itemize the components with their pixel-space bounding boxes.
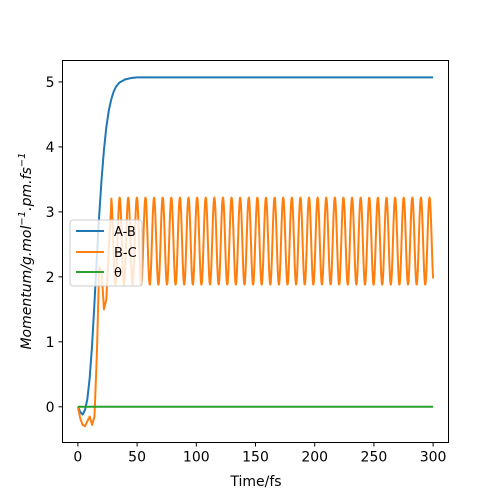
x-tick-label: 300 — [420, 450, 447, 466]
x-tick-label: 0 — [73, 450, 82, 466]
legend-label-b-c: B-C — [114, 246, 137, 261]
y-axis-label: Momentum/g.mol−1.pm.fs−1 — [17, 152, 35, 349]
x-tick-label: 100 — [183, 450, 210, 466]
legend: A-B B-C θ — [69, 219, 143, 287]
x-tick-label: 250 — [361, 450, 388, 466]
y-axis-ticks: 0 1 2 3 4 5 — [46, 75, 63, 416]
y-axis-label-exp2: −1 — [17, 152, 28, 167]
legend-label-a-b: A-B — [114, 225, 136, 240]
series-layer — [76, 76, 435, 428]
legend-box — [69, 219, 143, 287]
y-tick-label: 5 — [46, 75, 55, 91]
y-tick-label: 3 — [46, 205, 55, 221]
x-tick-label: 200 — [301, 450, 328, 466]
x-tick-label: 50 — [128, 450, 146, 466]
x-axis-label: Time/fs — [229, 474, 281, 490]
y-axis-label-mid: .pm.fs — [19, 167, 35, 211]
x-tick-label: 150 — [242, 450, 269, 466]
y-axis-label-main: Momentum/g.mol — [19, 226, 35, 350]
y-tick-label: 0 — [46, 400, 55, 416]
y-tick-label: 4 — [46, 140, 55, 156]
y-tick-label: 1 — [46, 335, 55, 351]
series-line-a-b — [76, 76, 434, 416]
y-tick-label: 2 — [46, 270, 55, 286]
y-axis-label-exp1: −1 — [17, 211, 28, 226]
legend-label-theta: θ — [114, 266, 122, 281]
x-axis-ticks: 0 50 100 150 200 250 300 — [73, 442, 447, 466]
series-line-b-c — [76, 196, 435, 428]
